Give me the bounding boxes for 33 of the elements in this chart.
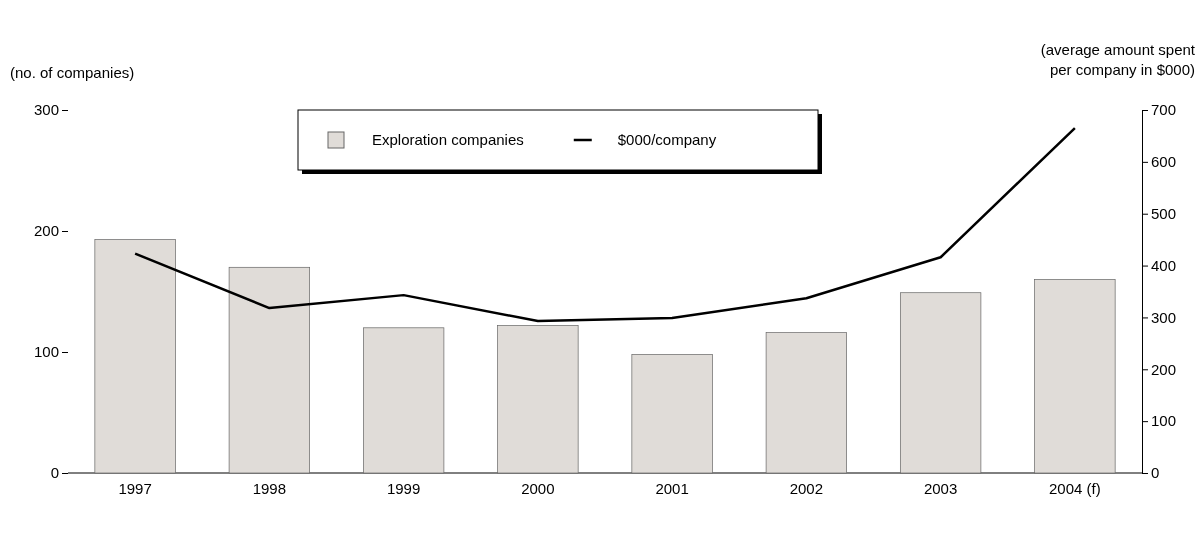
bar (900, 292, 982, 474)
y-axis-title: (no. of companies) (10, 64, 135, 81)
y-tick-label: 200 (33, 222, 59, 240)
bar (631, 354, 713, 474)
y2-tick-label: 400 (1151, 256, 1177, 274)
bar (363, 327, 445, 474)
y-tick-label: 100 (33, 343, 59, 361)
bar (1034, 279, 1116, 474)
y2-tick-label: 500 (1151, 205, 1177, 223)
x-tick-label: 1998 (252, 479, 287, 497)
y2-tick-label: 700 (1151, 101, 1177, 119)
bar (228, 266, 310, 474)
x-tick-label: 2000 (521, 479, 555, 497)
bar (94, 239, 176, 474)
bar (497, 325, 579, 474)
bar (765, 332, 847, 474)
x-tick-label: 2001 (655, 479, 689, 497)
x-tick-label: 2003 (923, 479, 958, 497)
x-tick-label: 1997 (118, 479, 152, 497)
y2-tick-label: 200 (1151, 360, 1177, 378)
line-series (133, 126, 1077, 323)
x-tick-label: 2004 (f) (1049, 479, 1101, 497)
y-tick-label: 0 (50, 464, 59, 482)
y2-tick-label: 300 (1151, 308, 1177, 326)
y2-tick-label: 600 (1151, 153, 1177, 171)
y-tick-label: 300 (33, 101, 59, 119)
y2-axis-title: (average amount spent per company in $000) (1040, 41, 1196, 78)
x-tick-label: 2002 (789, 479, 824, 497)
legend-label: Exploration companies (372, 131, 524, 148)
y2-tick-label: 100 (1151, 412, 1177, 430)
x-tick-label: 1999 (386, 479, 421, 497)
legend-label: $000/company (617, 131, 717, 148)
y2-tick-label: 0 (1151, 464, 1160, 482)
